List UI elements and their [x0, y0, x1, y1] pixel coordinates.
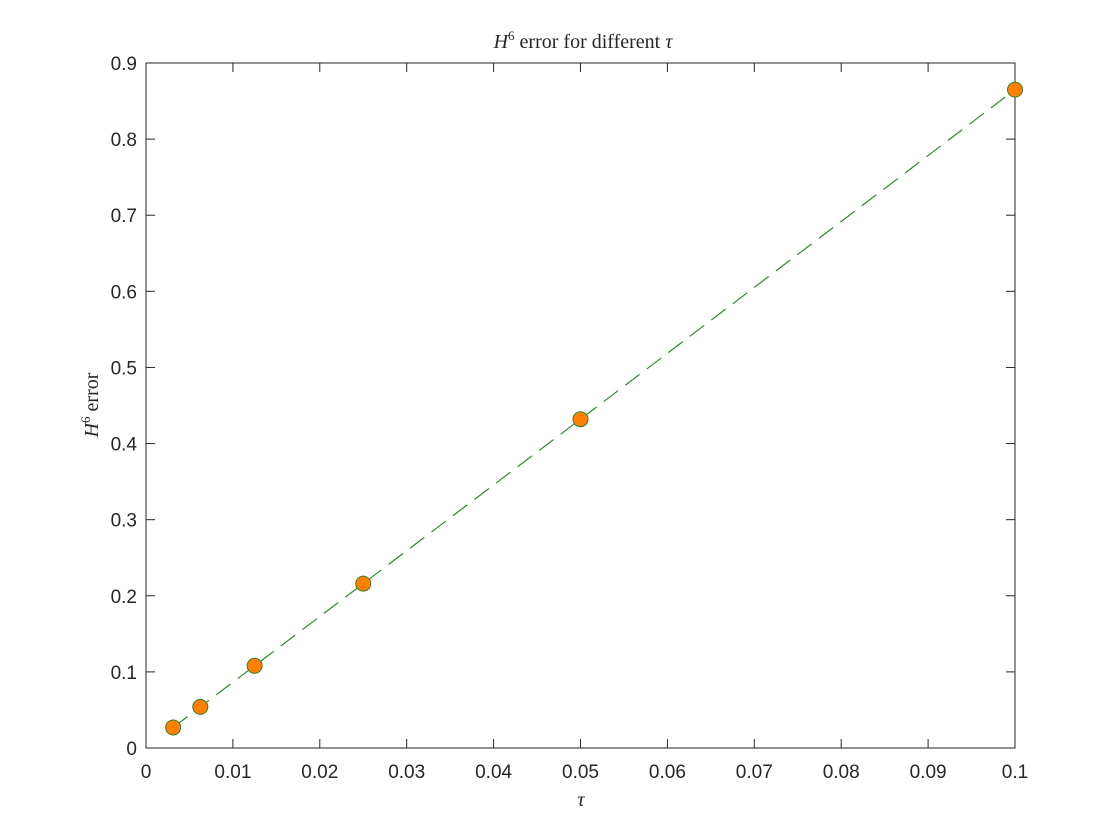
chart-title-symbol: τ — [665, 31, 673, 53]
plot-frame — [145, 62, 1016, 749]
y-tick-label: 0.6 — [111, 282, 137, 303]
y-tick-label: 0.9 — [111, 54, 137, 75]
x-tick-label: 0.08 — [823, 762, 860, 783]
x-tick-label: 0 — [141, 762, 152, 783]
x-tick-label: 0.1 — [1002, 762, 1028, 783]
data-point — [1007, 81, 1023, 98]
x-tick-label: 0.09 — [910, 762, 947, 783]
y-tick-label: 0.2 — [111, 587, 137, 608]
y-tick-label: 0.8 — [111, 130, 137, 151]
y-axis-label-sup: 6 — [78, 416, 93, 423]
y-axis-label: H6 error — [78, 372, 103, 438]
x-tick-label: 0.03 — [388, 762, 425, 783]
data-point — [246, 657, 263, 674]
chart-title-sup: 6 — [508, 28, 515, 43]
y-tick-label: 0.7 — [111, 206, 137, 227]
x-tick-label: 0.04 — [475, 762, 512, 783]
x-tick-label: 0.07 — [736, 762, 773, 783]
x-tick-label: 0.06 — [649, 762, 686, 783]
y-tick-label: 0.1 — [111, 663, 137, 684]
data-point — [572, 411, 589, 428]
series-layer — [165, 81, 1023, 736]
chart-title-main: H — [493, 31, 510, 53]
x-tick-label: 0.01 — [214, 762, 251, 783]
y-tick-label: 0 — [126, 739, 137, 760]
series-line — [172, 89, 1016, 728]
data-point — [165, 719, 182, 736]
x-tick-label: 0.02 — [301, 762, 338, 783]
x-axis-label: τ — [577, 789, 585, 811]
x-tick-label: 0.05 — [562, 762, 599, 783]
chart-title-rest: error for different — [515, 31, 666, 53]
y-axis-label-main: H — [81, 421, 103, 438]
y-tick-label: 0.4 — [111, 435, 138, 456]
chart-title: H6 error for different τ — [493, 28, 674, 53]
axes: 0 0.01 0.02 0.03 0.04 0.05 0.06 0.07 0.08 0.09 0.1… — [111, 54, 1029, 783]
data-point — [355, 575, 372, 592]
y-tick-label: 0.5 — [111, 358, 137, 379]
data-point — [192, 698, 209, 715]
y-axis-label-rest: error — [81, 372, 103, 416]
y-tick-label: 0.3 — [111, 511, 137, 532]
